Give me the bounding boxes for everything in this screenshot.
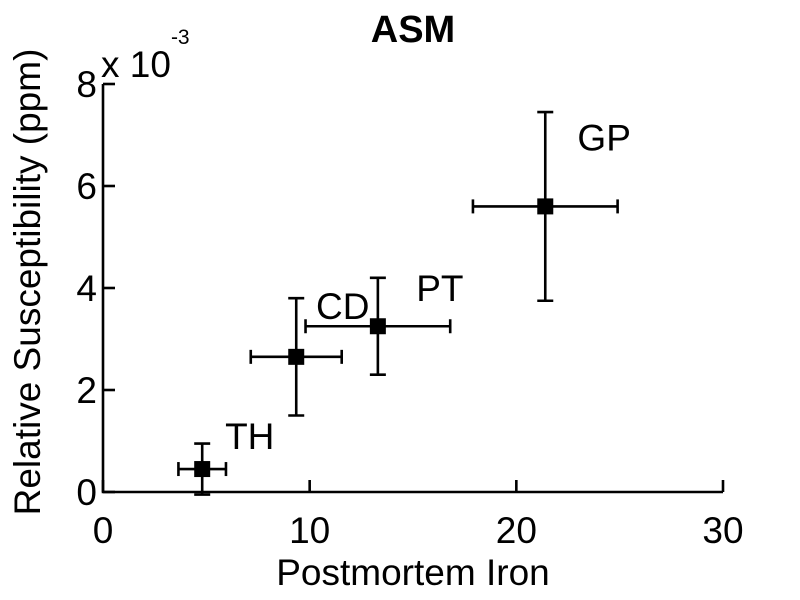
y-tick-label: 6 — [76, 166, 97, 207]
point-label: GP — [577, 118, 630, 159]
square-marker — [537, 198, 554, 215]
point-label: PT — [416, 268, 463, 309]
y-tick-label: 0 — [76, 472, 97, 513]
square-marker — [288, 348, 305, 365]
y-axis-exponent-label: x 10-3 — [101, 26, 190, 85]
exponent-power: -3 — [171, 26, 190, 49]
y-axis-label: Relative Susceptibility (ppm) — [7, 49, 48, 516]
y-tick-label: 2 — [76, 370, 97, 411]
point-label: TH — [225, 416, 274, 457]
data-point-th: TH — [177, 416, 274, 496]
data-point-pt: PT — [304, 268, 464, 377]
y-tick-label: 8 — [76, 64, 97, 105]
x-tick-label: 10 — [289, 510, 330, 551]
point-label: CD — [316, 286, 369, 327]
data-point-gp: GP — [471, 110, 631, 303]
y-tick-label: 4 — [76, 268, 97, 309]
x-tick-label: 0 — [93, 510, 114, 551]
chart-title: ASM — [371, 9, 455, 51]
square-marker — [194, 461, 211, 478]
x-tick-label: 20 — [496, 510, 537, 551]
x-axis-label: Postmortem Iron — [276, 552, 549, 593]
x-tick-label: 30 — [702, 510, 743, 551]
data-point-cd: CD — [249, 286, 369, 417]
square-marker — [369, 318, 386, 335]
plot-area: 0 10 20 30 0 2 4 6 8 TH CD PT GP — [76, 64, 743, 551]
exponent-mantissa: x 10 — [101, 44, 171, 85]
